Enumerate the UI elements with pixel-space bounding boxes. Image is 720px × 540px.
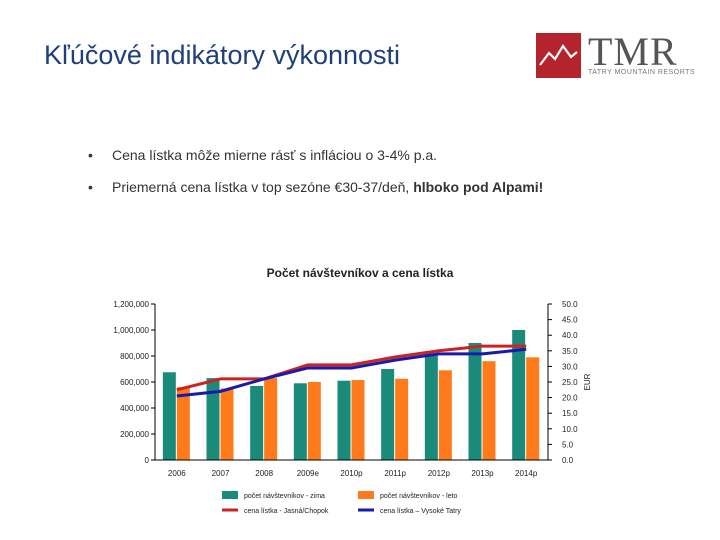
x-tick-label: 2007 (212, 469, 230, 478)
x-tick-label: 2012p (428, 469, 451, 478)
bar (482, 361, 496, 460)
bar (512, 330, 526, 460)
bar (424, 353, 438, 460)
right-tick-label: 45.0 (562, 316, 578, 325)
left-tick-label: 1,000,000 (113, 326, 149, 335)
bar (176, 387, 190, 460)
chart-title: Počet návštevníkov a cena lístka (266, 266, 454, 280)
tmr-logo: TMR TATRY MOUNTAIN RESORTS (536, 29, 696, 80)
legend-label: cena lístka - Jasná/Chopok (244, 508, 329, 515)
bullet-item: Cena lístka môže mierne rásť s infláciou… (88, 147, 543, 163)
bar (381, 369, 395, 460)
bullet-item: Priemerná cena lístka v top sezóne €30-3… (88, 179, 543, 195)
x-tick-label: 2009e (297, 469, 320, 478)
page-title: Kľúčové indikátory výkonnosti (44, 40, 401, 70)
left-tick-label: 400,000 (120, 404, 149, 413)
bar (206, 378, 220, 460)
bar (468, 343, 482, 460)
left-tick-label: 0 (145, 456, 150, 465)
bar (250, 385, 264, 460)
bar (264, 378, 278, 460)
legend-label: počet návštevníkov - zima (244, 493, 325, 500)
right-tick-label: 15.0 (562, 409, 578, 418)
x-tick-label: 2014p (515, 469, 538, 478)
logo-text: TMR (588, 29, 678, 74)
bar (162, 372, 176, 460)
x-tick-label: 2010p (340, 469, 363, 478)
x-tick-label: 2011p (384, 469, 406, 478)
bar (526, 357, 540, 460)
bullet-emphasis: hlboko pod Alpami! (413, 179, 544, 195)
bullet-text: Priemerná cena lístka v top sezóne €30-3… (112, 179, 414, 195)
right-tick-label: 35.0 (562, 347, 578, 356)
left-tick-label: 600,000 (120, 378, 149, 387)
legend-swatch (358, 491, 374, 499)
bullet-list: Cena lístka môže mierne rásť s infláciou… (88, 147, 543, 211)
bar (307, 382, 321, 460)
legend-label: cena lístka – Vysoké Tatry (380, 508, 461, 515)
right-tick-label: 50.0 (562, 300, 578, 309)
x-tick-label: 2008 (255, 469, 273, 478)
right-tick-label: 25.0 (562, 378, 578, 387)
left-tick-label: 200,000 (120, 430, 149, 439)
x-tick-label: 2006 (168, 469, 186, 478)
bar (438, 370, 452, 460)
bar (220, 388, 234, 460)
left-tick-label: 1,200,000 (113, 300, 149, 309)
bullet-text: Cena lístka môže mierne rásť s infláciou… (112, 147, 438, 163)
bar (395, 378, 409, 460)
right-tick-label: 20.0 (562, 394, 578, 403)
right-tick-label: 30.0 (562, 362, 578, 371)
bar (293, 383, 307, 460)
price-line (176, 344, 527, 392)
legend-swatch (222, 491, 238, 499)
bar (337, 380, 351, 460)
logo-subtitle: TATRY MOUNTAIN RESORTS (588, 69, 696, 76)
right-tick-label: 10.0 (562, 425, 578, 434)
price-line (176, 347, 527, 398)
mountain-logo-icon (536, 33, 581, 78)
x-tick-label: 2013p (471, 469, 494, 478)
right-tick-label: 0.0 (562, 456, 574, 465)
left-tick-label: 800,000 (120, 352, 149, 361)
right-tick-label: 40.0 (562, 331, 578, 340)
legend-label: počet návštevníkov - leto (380, 493, 458, 500)
bar (351, 380, 365, 460)
right-axis-label: EUR (583, 373, 592, 390)
right-tick-label: 5.0 (562, 440, 574, 449)
